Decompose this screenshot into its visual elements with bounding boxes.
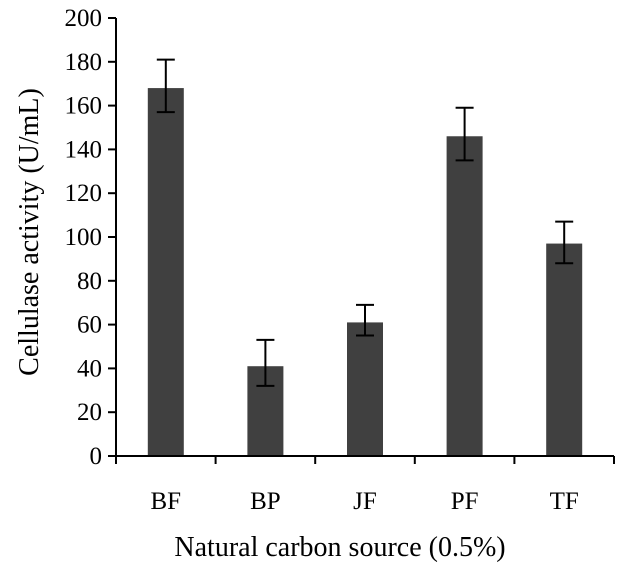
y-tick-label: 160 — [65, 93, 103, 120]
y-tick-label: 0 — [90, 443, 103, 470]
y-tick-label: 100 — [65, 224, 103, 251]
y-tick-label: 20 — [77, 399, 102, 426]
bar-bf — [147, 88, 184, 456]
error-bars-layer — [156, 58, 574, 387]
x-tick-label: BP — [250, 488, 281, 515]
bar-jf — [347, 322, 383, 456]
x-tick-label: JF — [353, 488, 377, 515]
y-tick-label: 120 — [65, 180, 103, 207]
y-tick-label: 180 — [65, 49, 103, 76]
y-axis-title: Cellulase activity (U/mL) — [14, 88, 45, 376]
x-tick-label: TF — [550, 488, 579, 515]
y-tick-label: 60 — [77, 312, 102, 339]
y-tick-label: 80 — [77, 268, 102, 295]
x-tick-label: BF — [151, 488, 182, 515]
x-axis-title: Natural carbon source (0.5%) — [174, 532, 505, 563]
bar-tf — [546, 243, 583, 456]
bars-layer — [147, 88, 583, 456]
x-tick-label: PF — [451, 488, 479, 515]
y-ticks-layer: 0 20 40 60 80 100 120 140 160 180 200 — [65, 5, 615, 470]
y-tick-label: 200 — [65, 5, 103, 32]
y-tick-label: 140 — [65, 136, 103, 163]
bar-pf — [446, 136, 483, 456]
y-tick-label: 40 — [77, 355, 102, 382]
x-labels-layer: BF BP JF PF TF — [151, 488, 579, 515]
